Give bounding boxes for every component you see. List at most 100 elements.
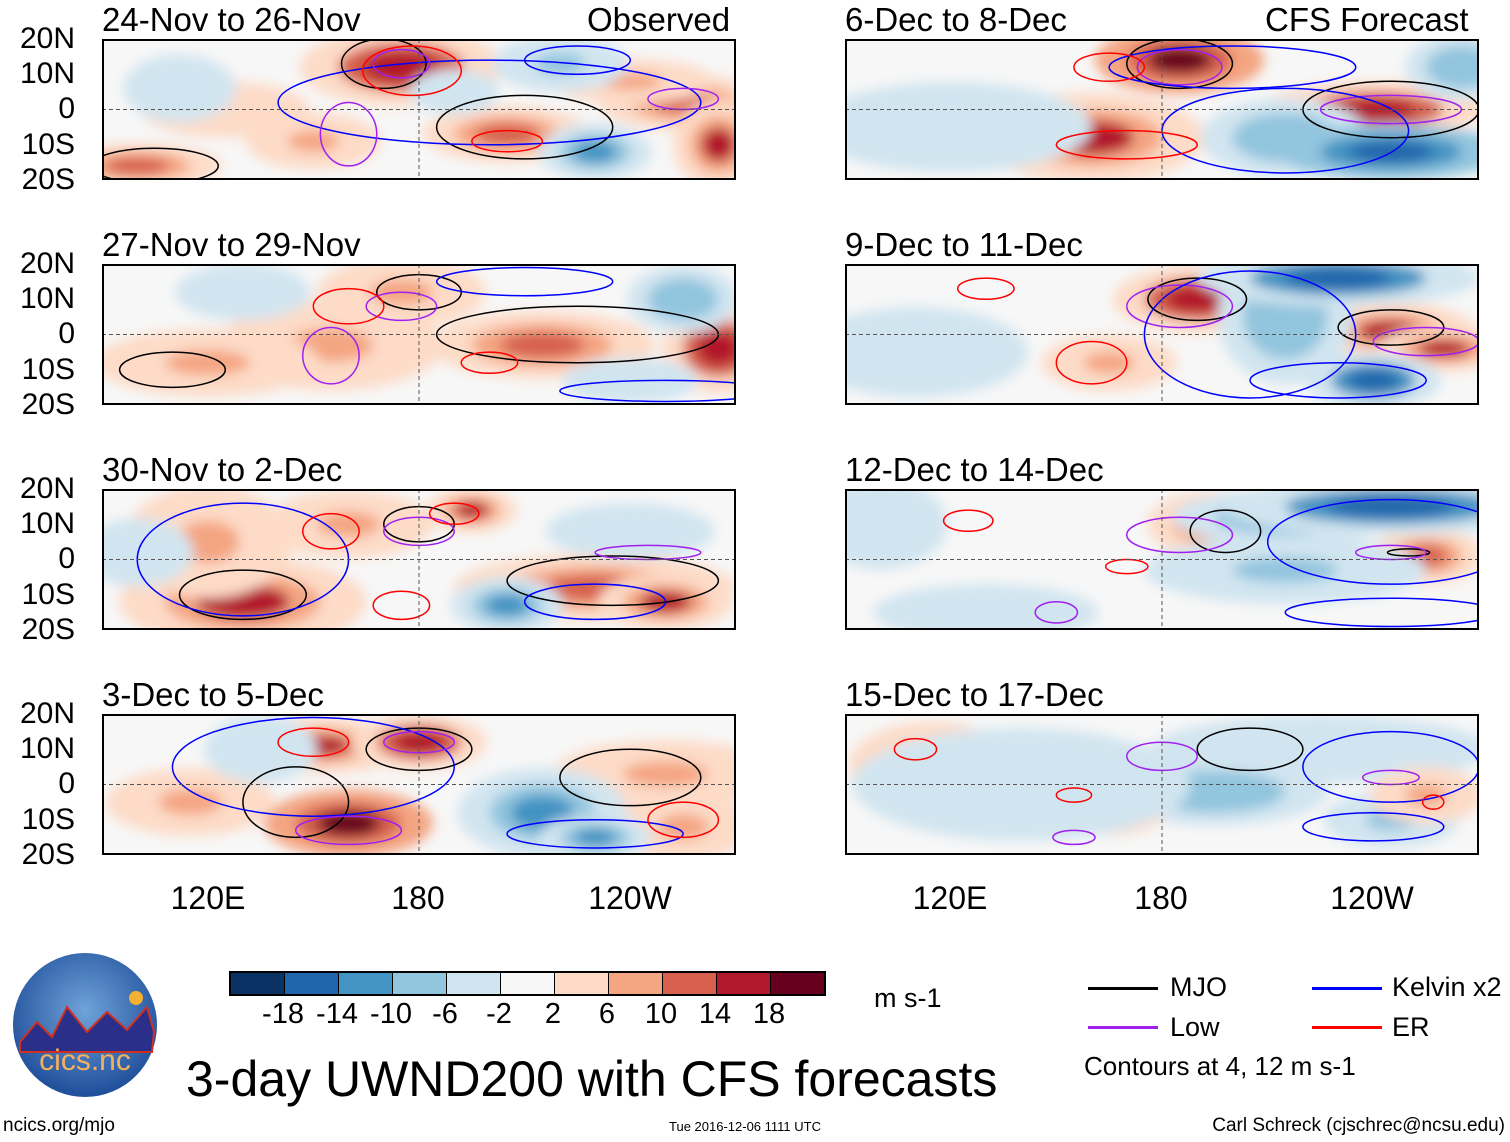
lat-label: 10S: [21, 802, 75, 836]
kelvin-contour: [1302, 811, 1445, 842]
lat-label: 20N: [19, 22, 75, 55]
low-contour: [365, 291, 438, 322]
wind-anomaly-feature: [1165, 286, 1229, 312]
lat-label: 10N: [19, 507, 75, 541]
panel-frame: [845, 264, 1479, 405]
colorbar-tick-label: -18: [262, 998, 304, 1030]
colorbar: [229, 971, 826, 996]
mjo-contour: [118, 351, 227, 389]
wind-anomaly-feature: [873, 335, 958, 370]
contour-note: Contours at 4, 12 m s-1: [1084, 1051, 1356, 1081]
legend-line-kelvin: [1312, 987, 1382, 990]
map-panel: [845, 489, 1479, 630]
low-contour: [1126, 284, 1234, 329]
map-panel: [102, 39, 736, 180]
wind-anomaly-feature: [1147, 47, 1212, 73]
low-contour: [1362, 769, 1420, 786]
panel-title: 30-Nov to 2-Dec: [102, 451, 343, 488]
legend-label-mjo: MJO: [1170, 972, 1227, 1002]
colorbar-bin: [339, 973, 393, 994]
panel-title: 3-Dec to 5-Dec: [102, 676, 324, 713]
wind-anomaly-feature: [897, 110, 1004, 145]
colorbar-bin: [285, 973, 339, 994]
wind-anomaly-feature: [657, 814, 709, 840]
wind-anomaly-feature: [287, 130, 339, 152]
wind-anomaly-feature: [573, 141, 617, 163]
lat-label: 20S: [21, 162, 75, 196]
mjo-contour: [1189, 509, 1262, 554]
kelvin-contour: [1284, 597, 1479, 628]
observed-label: Observed: [587, 1, 731, 38]
mjo-contour: [559, 748, 702, 807]
er-contour: [1421, 794, 1445, 810]
panel-title: 12-Dec to 14-Dec: [845, 451, 1104, 488]
low-contour: [1126, 516, 1234, 554]
lat-label: 10N: [19, 57, 75, 91]
panel-frame: [845, 39, 1479, 180]
panel-title: 24-Nov to 26-Nov: [102, 1, 361, 38]
kelvin-contour: [1143, 270, 1357, 399]
wind-anomaly-feature: [573, 828, 617, 846]
low-contour: [372, 48, 431, 79]
mjo-contour: [1337, 309, 1445, 346]
er-contour: [302, 512, 360, 550]
colorbar-tick-label: 18: [752, 998, 786, 1030]
lat-label: 20S: [21, 837, 75, 871]
map-panel: [102, 714, 736, 855]
colorbar-tick-label: -10: [370, 998, 412, 1030]
er-contour: [460, 351, 519, 375]
timestamp: Tue 2016-12-06 1111 UTC: [669, 1119, 821, 1134]
mjo-contour: [340, 39, 427, 90]
mjo-contour: [178, 569, 308, 621]
logo-text: cics.nc: [39, 1044, 131, 1077]
kelvin-contour: [1302, 730, 1479, 803]
panel-frame: [845, 714, 1479, 855]
map-panel: [845, 714, 1479, 855]
er-contour: [372, 590, 431, 621]
source-url[interactable]: ncics.org/mjo: [3, 1115, 115, 1136]
wind-anomaly-feature: [662, 286, 705, 312]
lat-label: 10S: [21, 577, 75, 611]
kelvin-contour: [506, 819, 684, 849]
legend-line-er: [1312, 1026, 1382, 1029]
wind-anomaly-feature: [217, 281, 269, 303]
er-contour: [471, 129, 544, 153]
wind-anomaly-feature: [598, 520, 663, 542]
colorbar-bin: [447, 973, 501, 994]
kelvin-contour: [1108, 45, 1357, 90]
colorbar-tick-label: -6: [432, 998, 458, 1030]
low-contour: [1034, 601, 1079, 624]
wind-anomaly-feature: [943, 601, 1029, 623]
wind-anomaly-feature: [1083, 352, 1135, 374]
colorbar-bin: [717, 973, 771, 994]
colorbar-tick-label: 14: [698, 998, 732, 1030]
mjo-contour: [102, 147, 219, 180]
wind-anomaly-feature: [1440, 54, 1479, 80]
legend-label-er: ER: [1392, 1012, 1430, 1042]
lon-label-left-180: 180: [391, 880, 445, 916]
kelvin-contour: [523, 45, 632, 75]
lat-label: 10S: [21, 352, 75, 386]
low-contour: [319, 101, 378, 167]
er-contour: [893, 737, 938, 761]
mjo-contour: [1126, 39, 1234, 90]
kelvin-contour: [171, 716, 455, 817]
colorbar-tick-label: 6: [598, 998, 616, 1030]
figure-title: 3-day UWND200 with CFS forecasts: [186, 1051, 998, 1107]
colorbar-bin: [555, 973, 609, 994]
er-contour: [428, 502, 480, 525]
mjo-contour: [506, 555, 720, 607]
legend-line-mjo: [1088, 987, 1158, 990]
kelvin-contour: [523, 583, 667, 621]
panel-frame: [102, 714, 736, 855]
wind-anomaly-feature: [1257, 736, 1384, 762]
lat-label: 20N: [19, 697, 75, 730]
lat-label: 20N: [19, 472, 75, 505]
map-panel: [102, 264, 736, 405]
colorbar-tick-label: -2: [486, 998, 512, 1030]
lat-label: 0: [58, 317, 75, 351]
wind-anomaly-feature: [105, 157, 169, 175]
panel-title: 6-Dec to 8-Dec: [845, 1, 1067, 38]
mjo-contour: [1147, 277, 1248, 322]
